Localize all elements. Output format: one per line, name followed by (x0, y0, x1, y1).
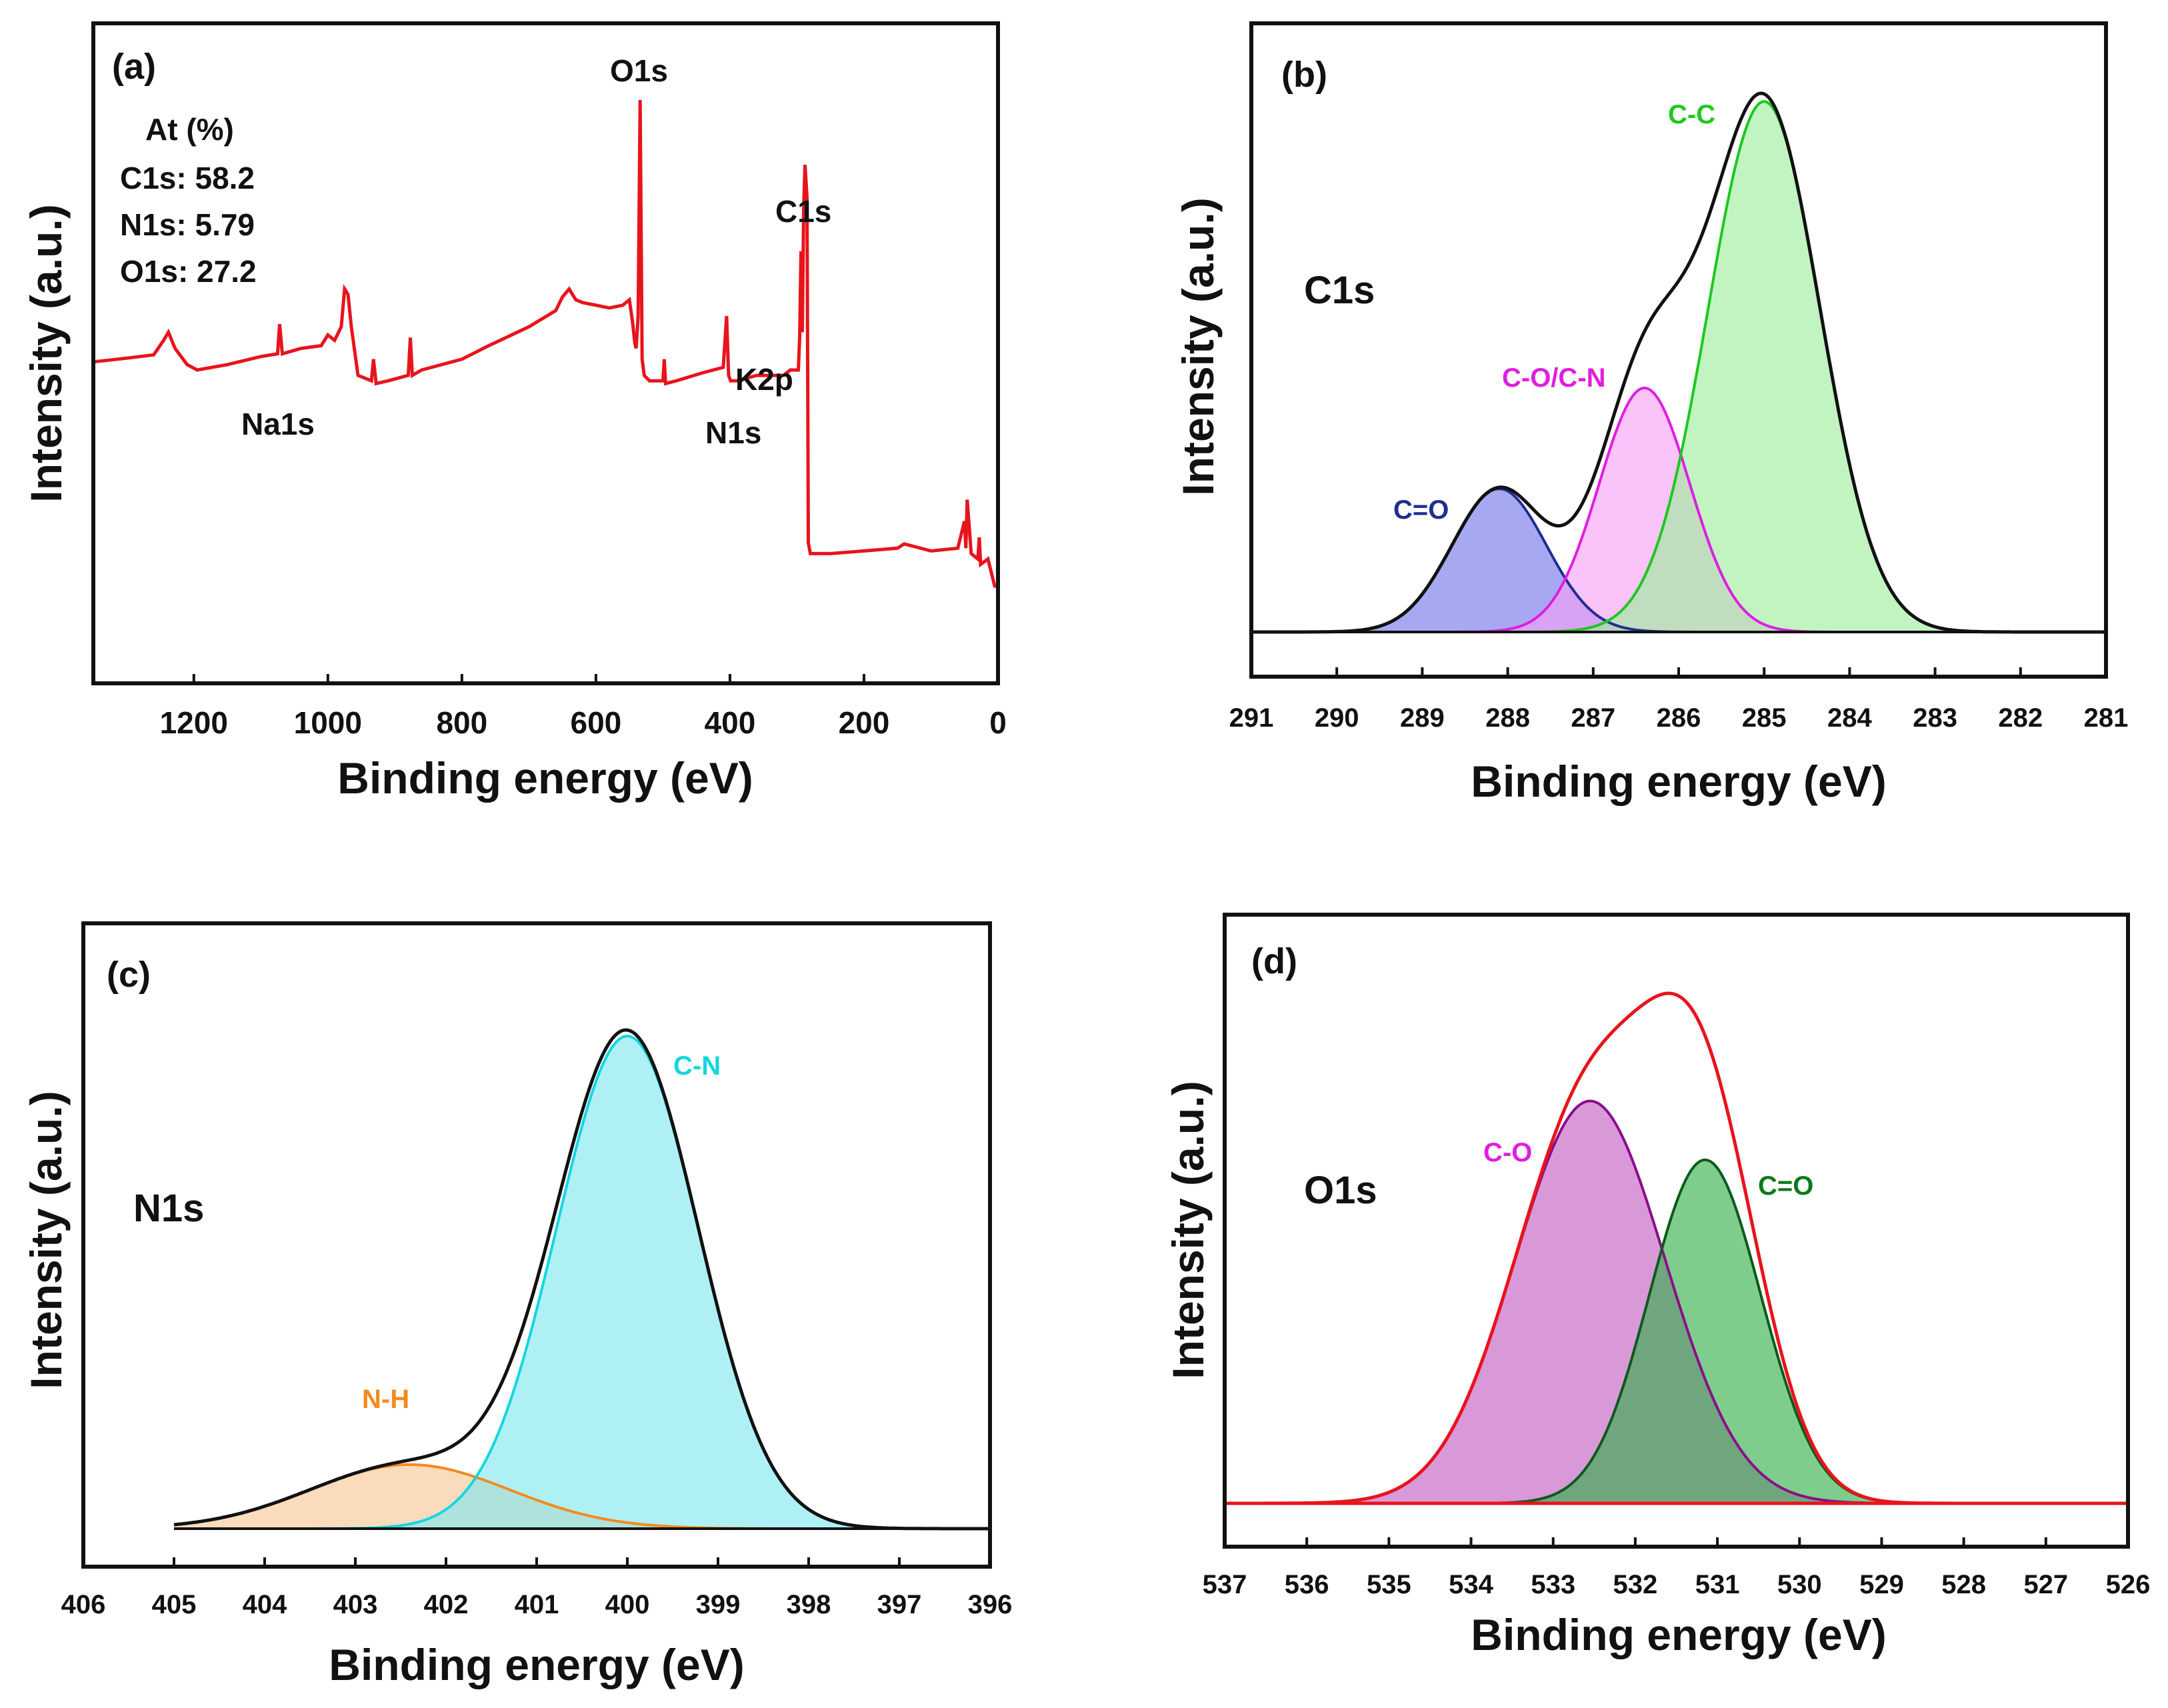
panel-a-y-axis-label: Intensity (a.u.) (21, 204, 71, 502)
d-tick-label-6: 531 (1695, 1570, 1740, 1599)
component-label-c-n-h: N-H (362, 1385, 409, 1414)
b-tick-label-9: 282 (1998, 703, 2043, 733)
panel-c-x-axis-label: Binding energy (eV) (329, 1640, 744, 1689)
peak-label-na1s: Na1s (241, 407, 315, 441)
panel-b-title: C1s (1304, 269, 1375, 312)
c-tick-label-0: 406 (61, 1590, 106, 1619)
component-label-d-c-o-double: C=O (1758, 1171, 1813, 1201)
d-tick-label-5: 532 (1613, 1570, 1658, 1599)
a-tick-label-3: 600 (571, 705, 622, 740)
c-tick-label-1: 405 (152, 1590, 197, 1619)
panel-a: 1200 1000 800 600 400 200 0 (a) At (%) C1s: 58… (21, 21, 1007, 803)
component-label-b-c-o-double: C=O (1393, 495, 1449, 525)
inset-title: At (%) (145, 112, 234, 147)
panel-d-frame (1223, 913, 2130, 1549)
a-tick-label-5: 200 (839, 705, 890, 740)
panel-c-frame (81, 921, 992, 1569)
b-tick-label-3: 288 (1485, 703, 1530, 733)
c-tick-label-6: 400 (605, 1590, 650, 1619)
d-tick-label-10: 527 (2023, 1570, 2068, 1599)
c-tick-label-8: 398 (787, 1590, 831, 1619)
panel-d-title: O1s (1304, 1169, 1377, 1212)
component-label-c-c-n: C-N (673, 1051, 721, 1081)
a-tick-label-0: 1200 (160, 705, 228, 740)
panel-a-label: (a) (112, 47, 156, 87)
b-tick-label-5: 286 (1657, 703, 1701, 733)
panel-c-label: (c) (107, 955, 151, 995)
panel-d-tick-labels: 537 536 535 534 533 532 531 530 529 528 527 526 (1203, 1570, 2151, 1599)
inset-row-n1s: N1s: 5.79 (120, 207, 255, 242)
panel-c-envelope-line (173, 1028, 990, 1531)
a-tick-label-4: 400 (705, 705, 756, 740)
panel-b-label: (b) (1281, 55, 1327, 95)
panel-a-tick-labels: 1200 1000 800 600 400 200 0 (160, 705, 1007, 740)
panel-a-x-axis-label: Binding energy (eV) (337, 753, 753, 803)
c-component-fill-1 (174, 1036, 990, 1529)
component-label-b-c-c: C-C (1668, 100, 1715, 129)
panel-b-y-axis-label: Intensity (a.u.) (1173, 197, 1223, 495)
panel-c: 406 405 404 403 402 401 400 399 398 397 396 (c) N1… (21, 921, 1013, 1689)
b-component-fill-2 (1251, 101, 2106, 632)
b-tick-label-0: 291 (1229, 703, 1274, 733)
b-tick-label-1: 290 (1315, 703, 1359, 733)
b-tick-label-4: 287 (1571, 703, 1615, 733)
peak-label-c1s: C1s (775, 194, 831, 229)
d-tick-label-7: 530 (1777, 1570, 1822, 1599)
panel-b-frame (1249, 21, 2108, 679)
a-tick-label-6: 0 (989, 705, 1007, 740)
b-tick-label-2: 289 (1400, 703, 1445, 733)
peak-label-k2p: K2p (735, 362, 793, 397)
component-label-b-c-o-c-n: C-O/C-N (1502, 363, 1606, 393)
inset-row-o1s: O1s: 27.2 (120, 254, 257, 289)
d-tick-label-4: 533 (1531, 1570, 1575, 1599)
c-tick-label-3: 403 (333, 1590, 378, 1619)
d-tick-label-1: 536 (1285, 1570, 1329, 1599)
c-tick-label-2: 404 (243, 1590, 287, 1619)
panel-b-component-fills (1251, 101, 2106, 632)
panel-b-x-axis-label: Binding energy (eV) (1471, 757, 1886, 806)
a-tick-label-1: 1000 (294, 705, 362, 740)
c-tick-label-5: 401 (515, 1590, 559, 1619)
peak-label-o1s: O1s (610, 53, 668, 88)
panel-c-tick-labels: 406 405 404 403 402 401 400 399 398 397 396 (61, 1590, 1013, 1619)
c-tick-label-7: 399 (696, 1590, 741, 1619)
panel-d-envelope-line (1225, 991, 2128, 1505)
panel-a-frame (91, 21, 1000, 685)
panel-c-title: N1s (133, 1187, 204, 1230)
panel-d-y-axis-label: Intensity (a.u.) (1163, 1081, 1213, 1379)
c-component-fill-0 (174, 1464, 990, 1529)
b-tick-label-6: 285 (1742, 703, 1787, 733)
d-tick-label-3: 534 (1449, 1570, 1493, 1599)
panel-a-survey-line (93, 99, 998, 588)
panel-b: 291 290 289 288 287 286 285 284 283 282 281 (b) C1… (1173, 21, 2129, 806)
b-tick-label-10: 281 (2084, 703, 2129, 733)
d-tick-label-8: 529 (1859, 1570, 1904, 1599)
panel-d-label: (d) (1251, 941, 1297, 981)
d-tick-label-0: 537 (1203, 1570, 1247, 1599)
d-component-fill-1 (1225, 1159, 2128, 1503)
panel-b-envelope-line (1251, 91, 2106, 634)
panel-c-y-axis-label: Intensity (a.u.) (21, 1091, 71, 1389)
panel-d-x-axis-label: Binding energy (eV) (1471, 1610, 1886, 1659)
panel-b-tick-labels: 291 290 289 288 287 286 285 284 283 282 281 (1229, 703, 2129, 733)
peak-label-n1s: N1s (705, 415, 761, 450)
c-tick-label-9: 397 (877, 1590, 922, 1619)
a-tick-label-2: 800 (436, 705, 487, 740)
b-tick-label-7: 284 (1827, 703, 1872, 733)
d-tick-label-2: 535 (1367, 1570, 1411, 1599)
panel-c-component-fills (174, 1036, 990, 1529)
d-tick-label-11: 526 (2106, 1570, 2151, 1599)
c-tick-label-4: 402 (424, 1590, 469, 1619)
panel-d-component-fills (1225, 1101, 2128, 1503)
d-tick-label-9: 528 (1941, 1570, 1986, 1599)
c-tick-label-10: 396 (968, 1590, 1013, 1619)
b-tick-label-8: 283 (1913, 703, 1957, 733)
inset-row-c1s: C1s: 58.2 (120, 161, 255, 195)
panel-d: 537 536 535 534 533 532 531 530 529 528 527 526 (d)… (1163, 913, 2151, 1659)
component-label-d-c-o: C-O (1483, 1138, 1532, 1167)
